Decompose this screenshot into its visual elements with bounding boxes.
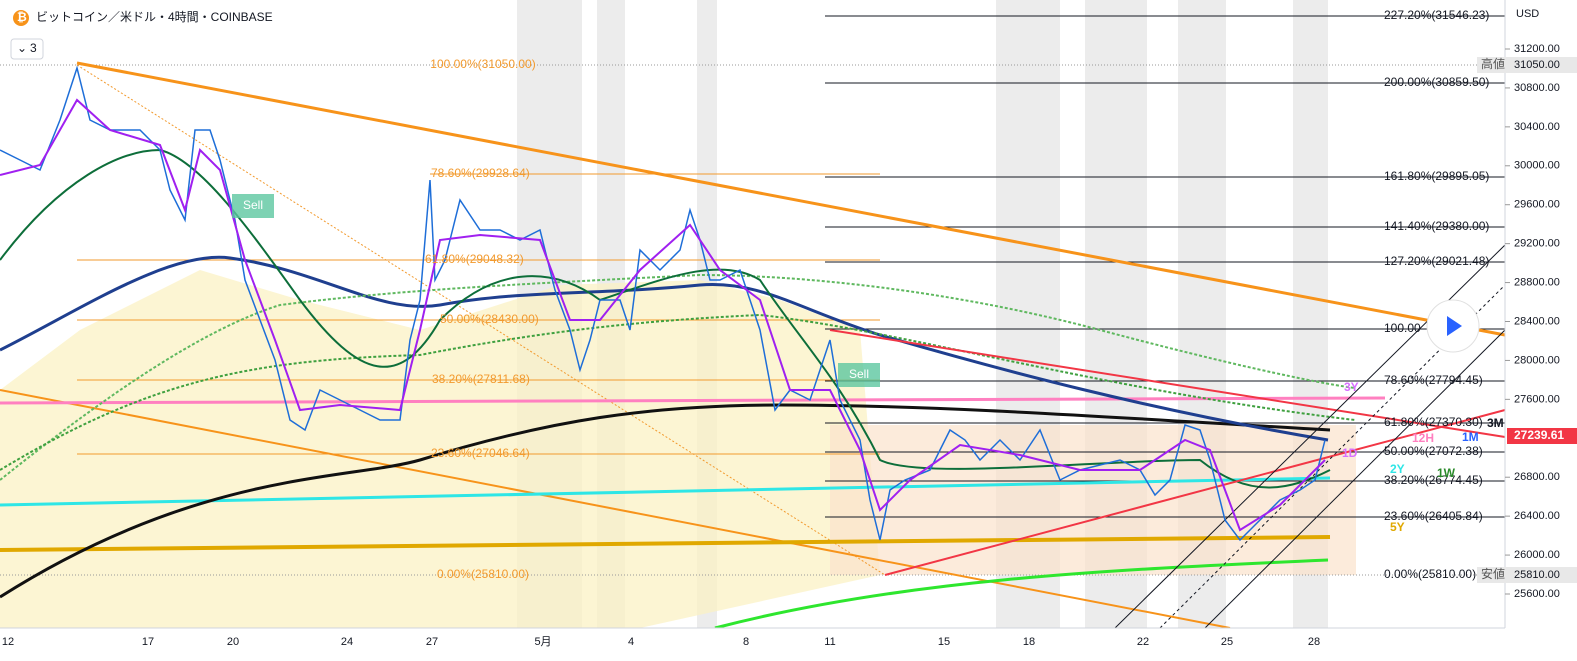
time-tick-label: 12 <box>2 636 14 648</box>
fib-label: 0.00%(25810.00) <box>437 567 529 581</box>
period-label: 1W <box>1437 466 1456 480</box>
price-tick-label: 27600.00 <box>1514 393 1560 405</box>
signal-label: Sell <box>849 367 869 381</box>
price-tick-label: 30400.00 <box>1514 121 1560 133</box>
fib-label: 200.00%(30859.50) <box>1384 75 1489 89</box>
signal-box <box>838 363 880 387</box>
fib-right-lines <box>825 15 1505 518</box>
time-tick-label: 4 <box>628 636 634 648</box>
fib-label: 227.20%(31546.23) <box>1384 8 1489 22</box>
period-label: 5Y <box>1390 520 1405 534</box>
fib-label: 23.60%(27046.64) <box>431 446 530 460</box>
trend-line <box>76 61 1506 337</box>
period-label: 1M <box>1462 430 1479 444</box>
fib-label: 161.80%(29895.05) <box>1384 169 1489 183</box>
indicator-count: 3 <box>30 41 37 55</box>
high-tag <box>1477 57 1577 73</box>
time-tick-label: 28 <box>1308 636 1320 648</box>
period-label: 12H <box>1412 431 1434 445</box>
ma-line <box>0 403 1331 599</box>
fib-label: 23.60%(26405.84) <box>1384 509 1483 523</box>
indicator-toggle[interactable] <box>10 38 44 60</box>
time-tick-label: 15 <box>938 636 950 648</box>
low-tag-label: 安値 <box>1481 566 1505 581</box>
fib-label: 100.00%(31050.00) <box>430 57 535 71</box>
ma-line <box>0 313 1356 471</box>
time-tick-label: 17 <box>142 636 154 648</box>
time-tick-label: 11 <box>824 636 835 648</box>
play-icon <box>1447 316 1462 336</box>
price-tick-label: 26400.00 <box>1514 510 1560 522</box>
fib-label: 127.20%(29021.48) <box>1384 254 1489 268</box>
title: ビットコイン／米ドル・4時間・COINBASE <box>36 10 273 24</box>
time-tick-label: 20 <box>227 636 239 648</box>
trend-line <box>0 389 1231 629</box>
fib-label: 61.80%(27370.30) <box>1384 415 1483 429</box>
trend-line <box>884 409 1506 576</box>
fib-label: 50.00%(27072.38) <box>1384 444 1483 458</box>
price-tick-label: 31200.00 <box>1514 43 1560 55</box>
period-label: 1D <box>1342 446 1358 460</box>
fib-label: 141.40%(29380.00) <box>1384 219 1489 233</box>
grid-lines <box>77 173 880 455</box>
toggle-chevron: ⌄ <box>17 41 27 55</box>
high-tag-label: 高値 <box>1481 56 1505 71</box>
price-tick-label: 26000.00 <box>1514 549 1560 561</box>
time-axis <box>0 628 1505 656</box>
time-tick-label: 5月 <box>534 636 551 648</box>
time-tick-label: 18 <box>1023 636 1035 648</box>
high-price: 31050.00 <box>1514 59 1560 71</box>
fib-label: 38.20%(27811.68) <box>432 372 530 386</box>
time-tick-label: 8 <box>743 636 749 648</box>
ma-line <box>714 558 1329 630</box>
fib-label: 100.00 <box>1384 321 1421 335</box>
price-tick-label: 28000.00 <box>1514 354 1560 366</box>
price-tick-label: 26800.00 <box>1514 471 1560 483</box>
ma-line <box>0 396 1386 405</box>
price-axis <box>1505 0 1577 656</box>
price-tick-label: 30800.00 <box>1514 82 1560 94</box>
fib-label: 78.60%(27794.45) <box>1384 373 1483 387</box>
coin-symbol: ₿ <box>17 10 27 24</box>
price-line <box>0 65 1326 542</box>
fib-label: 78.60%(29928.64) <box>431 166 530 180</box>
price-tick-label: 28800.00 <box>1514 276 1560 288</box>
fib-label: 0.00%(25810.00) <box>1384 567 1476 581</box>
trend-line <box>829 329 1506 438</box>
signal-label: Sell <box>243 198 263 212</box>
price-tick-label: 29600.00 <box>1514 199 1560 211</box>
time-tick-label: 24 <box>341 636 353 648</box>
price-tick-label: 28400.00 <box>1514 315 1560 327</box>
coin-icon <box>13 10 29 26</box>
fib-label: 50.00%(28430.00) <box>440 312 539 326</box>
price-tick-label: 29200.00 <box>1514 238 1560 250</box>
ma-line <box>0 535 1331 552</box>
period-label: 2Y <box>1390 462 1405 476</box>
fib-fill-right <box>830 425 1356 575</box>
period-label: 3Y <box>1344 380 1359 394</box>
ma-line <box>0 98 1326 532</box>
currency: USD <box>1516 8 1539 20</box>
price-tick-label: 30000.00 <box>1514 160 1560 172</box>
fib-fill-left <box>0 270 880 628</box>
last-price-tag <box>1507 428 1577 444</box>
time-tick-label: 25 <box>1221 636 1233 648</box>
time-tick-label: 27 <box>426 636 438 648</box>
low-price: 25810.00 <box>1514 569 1560 581</box>
period-label: 3M <box>1487 416 1504 430</box>
ma-line <box>0 476 1331 507</box>
low-tag <box>1477 567 1577 583</box>
price-tick-label: 25600.00 <box>1514 588 1560 600</box>
time-tick-label: 22 <box>1137 636 1149 648</box>
last-price: 27239.61 <box>1514 428 1564 442</box>
ma-line <box>0 255 1329 442</box>
ma-line <box>0 273 1356 481</box>
fib-label: 61.80%(29048.32) <box>425 252 524 266</box>
fib-label: 38.20%(26774.45) <box>1384 473 1483 487</box>
signal-box <box>232 194 274 218</box>
